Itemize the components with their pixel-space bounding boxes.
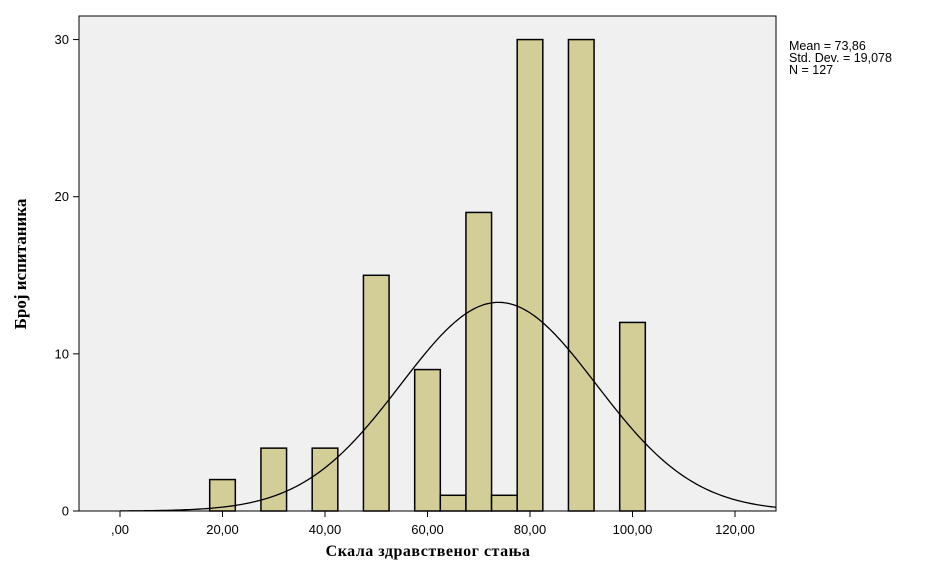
histogram-bar <box>567 38 595 512</box>
histogram-bar <box>311 447 339 512</box>
histogram-bar <box>413 368 442 512</box>
x-tick-label: 40,00 <box>309 522 342 537</box>
x-tick-label: 100,00 <box>613 522 653 537</box>
histogram-bar <box>439 494 467 512</box>
histogram-bar <box>618 321 647 512</box>
y-axis-title: Број испитаника <box>11 198 30 329</box>
y-tick-label: 0 <box>62 504 69 519</box>
x-tick-label: ,00 <box>111 522 129 537</box>
histogram-bar <box>516 38 544 512</box>
x-tick-label: 80,00 <box>514 522 547 537</box>
histogram-bar <box>490 494 518 512</box>
x-tick-label: 60,00 <box>411 522 444 537</box>
histogram-bars <box>208 38 647 512</box>
x-tick-label: 20,00 <box>206 522 239 537</box>
y-tick-label: 10 <box>55 346 69 361</box>
y-tick-label: 20 <box>55 189 69 204</box>
normal-curve <box>119 301 777 512</box>
stats-mean: Mean = 73,86 <box>789 39 866 53</box>
x-tick-label: 120,00 <box>715 522 755 537</box>
stats-n: N = 127 <box>789 63 833 77</box>
x-axis-title: Скала здравственог стања <box>326 543 531 560</box>
histogram-bar <box>465 211 493 512</box>
histogram-bar <box>362 274 390 512</box>
histogram-bar <box>260 447 288 512</box>
stats-std-dev: Std. Dev. = 19,078 <box>789 51 892 65</box>
y-tick-label: 30 <box>55 32 69 47</box>
y-axis: 0 10 20 30 <box>55 32 79 519</box>
x-axis: ,00 20,00 40,00 60,00 80,00 100,00 120,00 <box>111 511 755 537</box>
stats-box: Mean = 73,86 Std. Dev. = 19,078 N = 127 <box>789 39 892 77</box>
